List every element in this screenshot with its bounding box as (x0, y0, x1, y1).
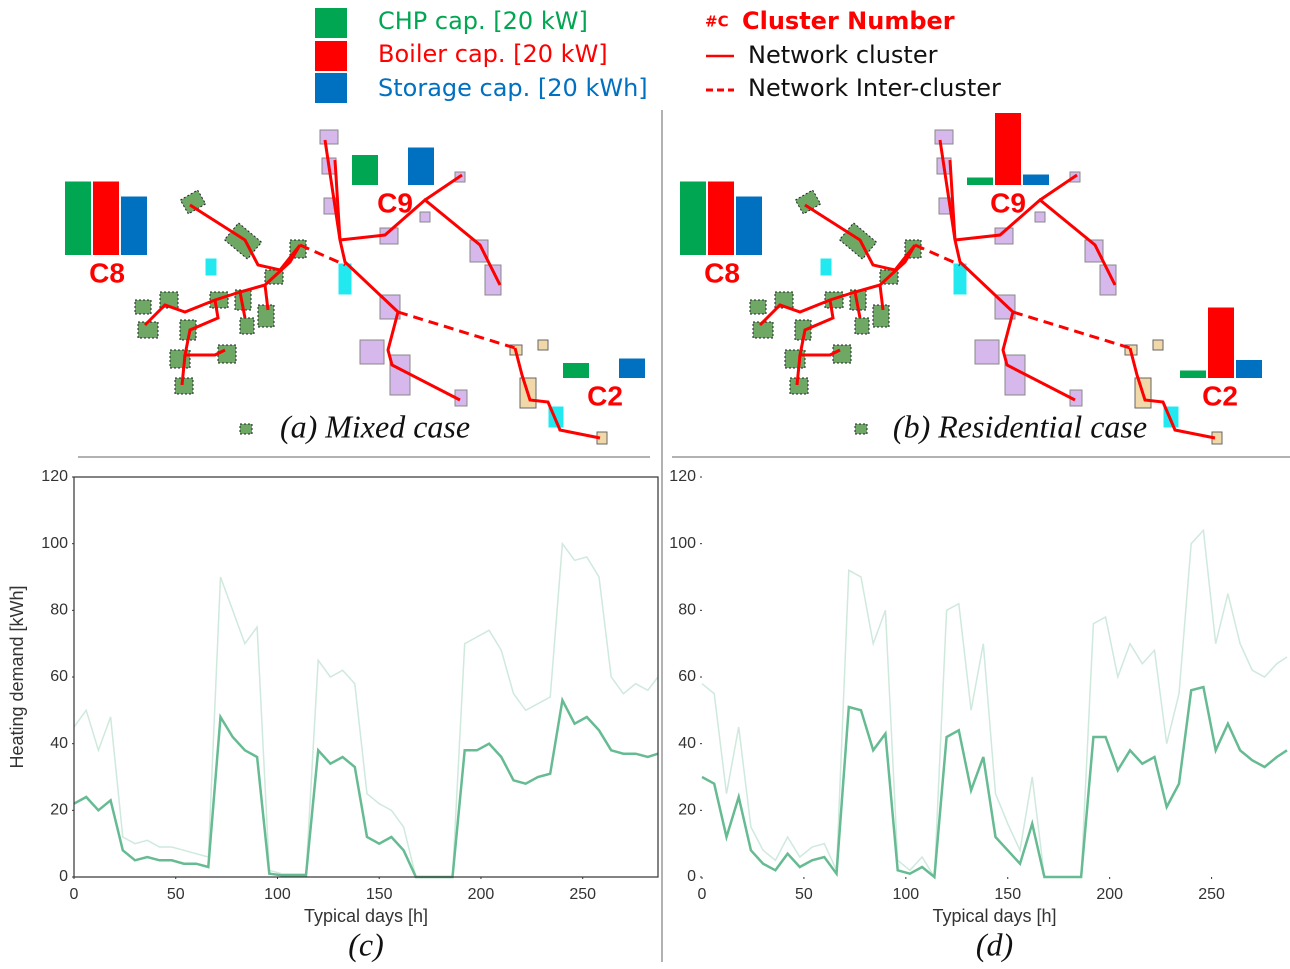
y-axis-label: Heating demand [kWh] (7, 585, 27, 768)
legend-label: CHP cap. [20 kW] (378, 7, 588, 35)
capacity-bar (995, 113, 1021, 185)
capacity-bar (352, 155, 378, 185)
cluster-label: C9 (377, 187, 413, 218)
y-tick-label: 0 (59, 868, 68, 885)
y-tick-label: 20 (678, 802, 696, 819)
capacity-bar (1236, 360, 1262, 378)
x-tick-label: 150 (366, 886, 393, 903)
x-tick-label: 150 (994, 886, 1021, 903)
series-line (73, 696, 659, 879)
legend-swatch (315, 73, 347, 103)
capacity-bar (563, 363, 589, 378)
series-line (701, 685, 1288, 880)
capacity-bar (1180, 370, 1206, 378)
cluster-label: C8 (704, 257, 740, 288)
x-tick-label: 100 (892, 886, 919, 903)
y-tick-label: 120 (669, 468, 696, 485)
y-tick-label: 20 (50, 802, 68, 819)
series-line (73, 541, 659, 878)
legend-label: Network cluster (748, 41, 938, 69)
capacity-bar (121, 196, 147, 255)
x-tick-label: 0 (698, 886, 707, 903)
x-tick-label: 50 (167, 886, 185, 903)
x-tick-label: 250 (1198, 886, 1225, 903)
y-tick-label: 100 (669, 535, 696, 552)
series-line (701, 528, 1288, 880)
legend-label: Storage cap. [20 kWh] (378, 74, 648, 102)
x-tick-label: 0 (70, 886, 79, 903)
capacity-bar (708, 181, 734, 255)
y-tick-label: 0 (687, 868, 696, 885)
x-tick-label: 100 (264, 886, 291, 903)
panel-caption: (a) Mixed case (280, 408, 470, 444)
cluster-label: C2 (1202, 380, 1238, 411)
x-tick-label: 200 (1096, 886, 1123, 903)
legend-label: Network Inter-cluster (748, 74, 1001, 102)
y-tick-label: 120 (41, 468, 68, 485)
y-tick-label: 80 (50, 602, 68, 619)
y-tick-label: 100 (41, 535, 68, 552)
x-axis-label: Typical days [h] (304, 906, 428, 926)
legend-label: Cluster Number (742, 7, 955, 35)
legend-symbol: #C (705, 13, 729, 31)
x-axis-label: Typical days [h] (932, 906, 1056, 926)
y-tick-label: 60 (50, 668, 68, 685)
x-tick-label: 250 (569, 886, 596, 903)
y-tick-label: 40 (50, 735, 68, 752)
legend: CHP cap. [20 kW] Boiler cap. [20 kW] Sto… (315, 7, 1001, 103)
cluster-label: C2 (587, 380, 623, 411)
y-tick-label: 40 (678, 735, 696, 752)
y-tick-label: 80 (678, 602, 696, 619)
capacity-bar (680, 181, 706, 255)
legend-label: Boiler cap. [20 kW] (378, 40, 608, 68)
capacity-bar (65, 181, 91, 255)
cluster-label: C8 (89, 257, 125, 288)
panel-caption: (b) Residential case (893, 408, 1147, 444)
plot-frame (73, 476, 659, 878)
capacity-bar (1023, 174, 1049, 185)
legend-swatch (315, 41, 347, 71)
x-tick-label: 200 (468, 886, 495, 903)
capacity-bar (408, 147, 434, 185)
cluster-label: C9 (990, 187, 1026, 218)
legend-swatch (315, 8, 347, 38)
capacity-bar (736, 196, 762, 255)
capacity-bar (967, 177, 993, 185)
capacity-bar (93, 181, 119, 255)
y-tick-label: 60 (678, 668, 696, 685)
map-b (748, 128, 1224, 446)
capacity-bar (1208, 307, 1234, 378)
capacity-bar (619, 358, 645, 378)
panel-caption: (d) (976, 926, 1013, 962)
x-tick-label: 50 (795, 886, 813, 903)
panel-caption: (c) (348, 926, 384, 962)
